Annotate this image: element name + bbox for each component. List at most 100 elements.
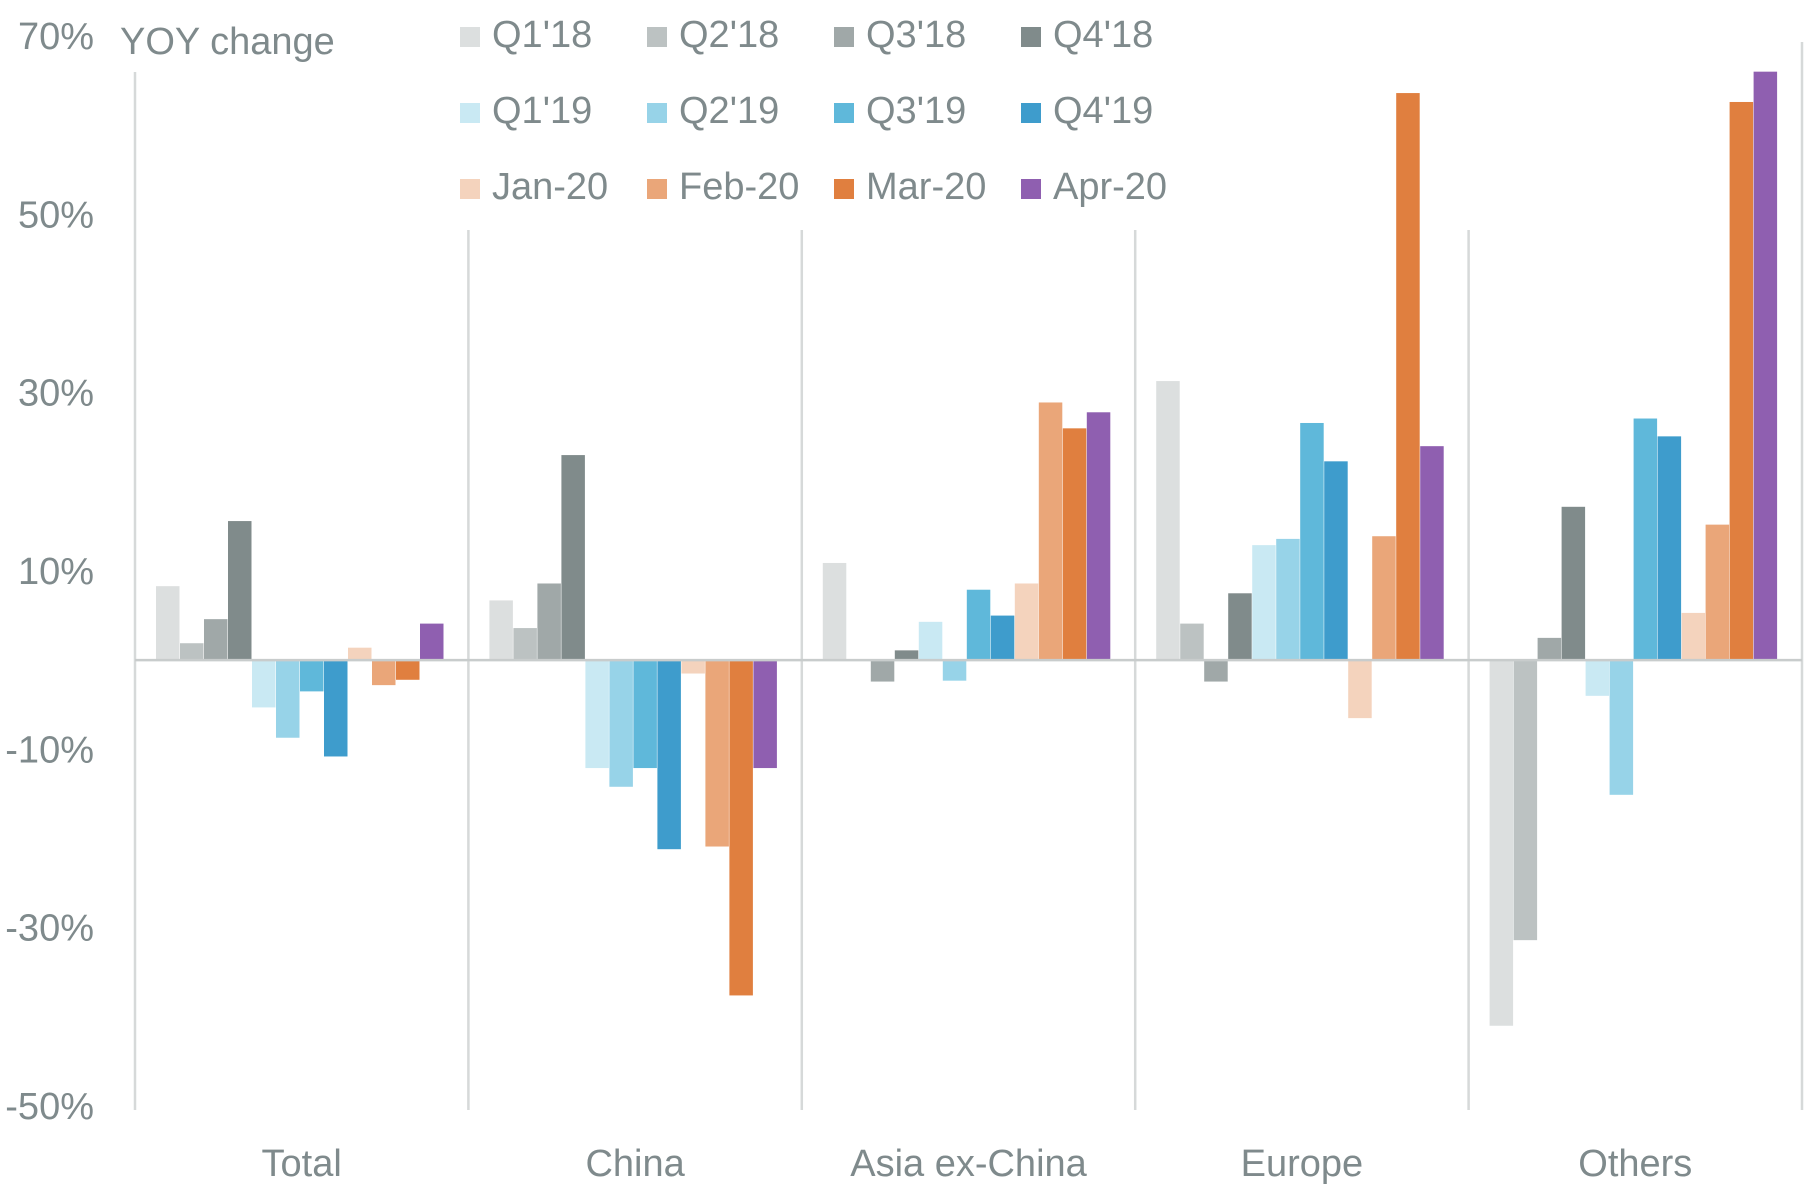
bar	[348, 647, 372, 661]
bar	[1252, 545, 1276, 661]
legend-label: Feb-20	[679, 166, 799, 208]
bar	[609, 660, 633, 787]
bar	[156, 586, 180, 661]
bar	[1156, 381, 1180, 661]
bar	[537, 583, 561, 661]
x-tick-label: Total	[262, 1143, 342, 1185]
legend-label: Q4'19	[1053, 90, 1153, 132]
legend-label: Apr-20	[1053, 166, 1167, 208]
bar	[300, 660, 324, 692]
bar	[1609, 660, 1634, 795]
y-axis-title: YOY change	[120, 21, 335, 63]
x-tick-label: Others	[1578, 1143, 1692, 1185]
bar	[1372, 536, 1396, 661]
bar	[372, 660, 396, 686]
legend-label: Q1'19	[492, 90, 592, 132]
bar	[729, 660, 753, 996]
bar	[1038, 402, 1063, 661]
axis-layer: Total China Asia ex-China Europe Others 70% 50…	[5, 16, 1802, 1185]
bar	[1705, 524, 1730, 661]
x-tick-label: Europe	[1241, 1143, 1364, 1185]
y-tick-label: 30%	[18, 373, 94, 415]
bar	[870, 660, 895, 682]
bar	[753, 660, 777, 769]
bar	[822, 562, 847, 661]
bar	[681, 660, 705, 674]
bar	[513, 628, 537, 661]
legend-label: Q4'18	[1053, 14, 1153, 56]
bar	[1276, 538, 1300, 661]
legend-swatch	[647, 103, 667, 123]
bar	[1228, 593, 1252, 661]
legend-swatch	[1021, 27, 1041, 47]
bar	[561, 455, 585, 661]
bar	[204, 619, 228, 661]
bar	[990, 615, 1015, 661]
y-tick-label: 70%	[18, 16, 94, 58]
x-tick-label: Asia ex-China	[850, 1143, 1087, 1185]
bar	[1585, 660, 1610, 696]
bar	[489, 600, 513, 661]
bar	[1204, 660, 1228, 682]
legend-layer: Q1'18 Q2'18 Q3'18 Q4'18 Q1'19 Q2'19 Q3'19 Q4'19…	[460, 14, 1167, 208]
y-tick-label: -30%	[5, 908, 94, 950]
bar	[1489, 660, 1514, 1026]
bar	[633, 660, 657, 769]
legend-label: Q2'19	[679, 90, 779, 132]
bar	[276, 660, 300, 738]
bar	[252, 660, 276, 708]
y-tick-label: 50%	[18, 194, 94, 236]
legend-swatch	[1021, 179, 1041, 199]
bar	[1014, 583, 1039, 661]
bar	[1420, 446, 1444, 661]
bar	[966, 589, 991, 661]
bar	[1657, 436, 1682, 661]
bar	[1729, 101, 1754, 661]
bar	[1753, 71, 1778, 661]
legend-label: Q3'19	[866, 90, 966, 132]
legend-swatch	[460, 27, 480, 47]
bar	[918, 621, 943, 661]
legend-swatch	[1021, 103, 1041, 123]
x-tick-label: China	[585, 1143, 685, 1185]
legend-swatch	[647, 179, 667, 199]
bar	[1324, 461, 1348, 661]
y-tick-label: -50%	[5, 1086, 94, 1128]
grid-layer	[133, 42, 1804, 1110]
bar	[420, 623, 444, 661]
legend-label: Q1'18	[492, 14, 592, 56]
bar	[894, 650, 919, 661]
bar	[942, 660, 967, 681]
bars-layer	[156, 71, 1778, 1026]
bar	[657, 660, 681, 850]
bar	[1633, 418, 1658, 661]
bar	[1537, 637, 1562, 661]
bar	[1180, 623, 1204, 661]
y-tick-label: -10%	[5, 729, 94, 771]
bar	[1561, 506, 1586, 661]
legend-label: Q2'18	[679, 14, 779, 56]
legend-swatch	[460, 179, 480, 199]
y-tick-label: 10%	[18, 551, 94, 593]
bar	[180, 643, 204, 661]
legend-swatch	[460, 103, 480, 123]
legend-label: Mar-20	[866, 166, 986, 208]
bar	[228, 521, 252, 661]
bar	[705, 660, 729, 847]
bar	[585, 660, 609, 769]
bar	[1681, 612, 1706, 661]
bar	[1513, 660, 1538, 941]
legend-swatch	[834, 27, 854, 47]
bar	[1300, 422, 1324, 661]
legend-swatch	[834, 179, 854, 199]
bar	[396, 660, 420, 680]
bar	[1062, 428, 1087, 661]
bar	[1348, 660, 1372, 719]
legend-swatch	[834, 103, 854, 123]
legend-swatch	[647, 27, 667, 47]
legend-label: Q3'18	[866, 14, 966, 56]
bar	[324, 660, 348, 757]
bar	[1086, 412, 1111, 661]
